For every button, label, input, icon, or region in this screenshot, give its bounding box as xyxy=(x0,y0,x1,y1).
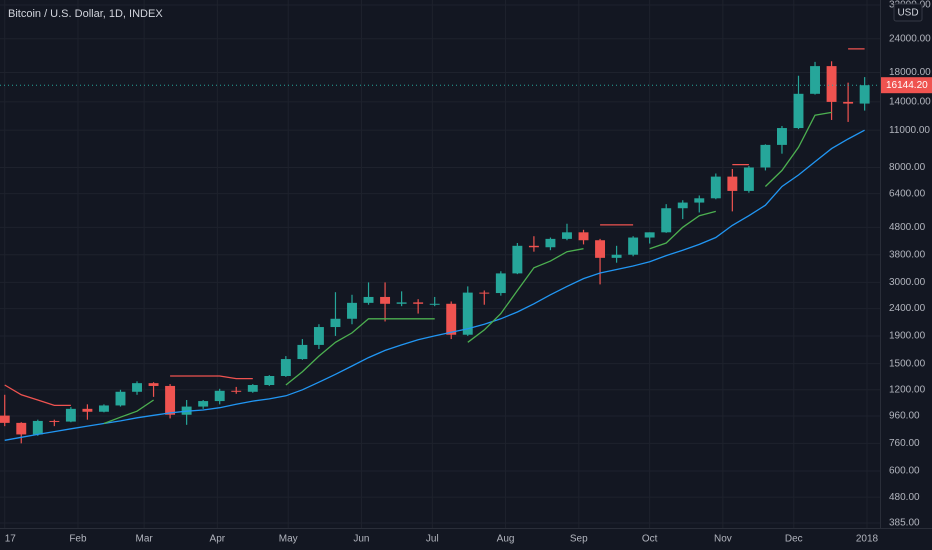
candle-body xyxy=(165,385,176,415)
candle-body xyxy=(611,254,622,258)
y-tick-label: 8000.00 xyxy=(889,162,926,173)
candle-body xyxy=(495,273,506,294)
indicator-line xyxy=(103,111,832,425)
candle-body xyxy=(810,66,820,94)
x-tick-label: Aug xyxy=(497,534,515,545)
y-tick-label: 18000.00 xyxy=(889,67,931,78)
x-tick-label: Sep xyxy=(570,534,588,545)
x-tick-label: 2018 xyxy=(856,534,879,545)
candle-body xyxy=(545,238,556,248)
candle-body xyxy=(446,303,457,335)
candle-body xyxy=(479,292,490,294)
candle-body xyxy=(694,198,705,203)
candle-body xyxy=(280,359,291,376)
candle-body xyxy=(363,296,374,303)
y-tick-label: 600.00 xyxy=(889,466,920,477)
candle-body xyxy=(628,237,639,255)
candle-body xyxy=(115,391,126,406)
grid xyxy=(0,0,880,528)
candle-body xyxy=(198,401,209,407)
candle-body xyxy=(859,85,870,104)
candle-body xyxy=(148,383,159,386)
x-tick-label: Jul xyxy=(426,534,439,545)
candle-body xyxy=(743,167,754,191)
candle-body xyxy=(793,93,804,129)
x-tick-label: Dec xyxy=(785,534,803,545)
candle-body xyxy=(98,405,109,412)
x-tick-label: May xyxy=(279,534,298,545)
y-tick-label: 24000.00 xyxy=(889,33,931,44)
candle-body xyxy=(49,420,60,422)
candle-body xyxy=(843,101,854,104)
candle-body xyxy=(528,245,539,248)
candle-body xyxy=(826,66,837,102)
y-tick-label: 1200.00 xyxy=(889,384,926,395)
y-tick-label: 480.00 xyxy=(889,492,920,503)
candle-body xyxy=(247,385,258,392)
candle-body xyxy=(264,375,275,386)
candle-body xyxy=(32,420,43,435)
y-tick-label: 11000.00 xyxy=(889,125,930,136)
y-tick-label: 6400.00 xyxy=(889,188,926,199)
y-tick-label: 4800.00 xyxy=(889,222,926,233)
indicator-line xyxy=(4,129,865,441)
x-tick-label: Mar xyxy=(135,534,153,545)
candle-body xyxy=(347,302,357,319)
candle-body xyxy=(462,292,473,335)
candle-body xyxy=(0,415,10,423)
currency: USD xyxy=(897,8,918,19)
candle-body xyxy=(595,240,606,258)
candle-body xyxy=(313,327,324,345)
candle-body xyxy=(413,302,424,304)
y-tick-label: 760.00 xyxy=(889,438,920,449)
y-tick-label: 1900.00 xyxy=(889,331,926,342)
candle-body xyxy=(214,390,225,402)
candle-body xyxy=(661,208,672,233)
plot xyxy=(0,48,870,444)
y-tick-label: 2400.00 xyxy=(889,303,926,314)
candle-body xyxy=(330,318,341,328)
candle-body xyxy=(760,144,771,168)
candle-body xyxy=(65,408,76,422)
y-tick-label: 3000.00 xyxy=(889,277,926,288)
candle-body xyxy=(644,232,655,238)
y-tick-label: 385.00 xyxy=(889,518,920,529)
x-tick-label: Nov xyxy=(714,534,732,545)
last-price-label: 16144.20 xyxy=(886,80,928,91)
candle-body xyxy=(578,232,589,241)
last-price-box xyxy=(881,77,932,94)
x-tick-label: Jun xyxy=(353,534,369,545)
candle-body xyxy=(727,176,738,191)
y-tick-label: 3800.00 xyxy=(889,249,926,260)
candle-body xyxy=(710,176,721,199)
candle-body xyxy=(776,128,787,145)
x-tick-label: Apr xyxy=(210,534,226,545)
candle-body xyxy=(231,390,242,392)
candle-body xyxy=(677,202,688,209)
candle-body xyxy=(429,303,440,305)
y-tick-label: 960.00 xyxy=(889,411,920,422)
y-tick-label: 1500.00 xyxy=(889,358,926,369)
chart-title: Bitcoin / U.S. Dollar, 1D, INDEX xyxy=(8,8,163,20)
candle-body xyxy=(380,296,391,304)
x-tick-label: Oct xyxy=(642,534,658,545)
y-tick-label: 14000.00 xyxy=(889,97,931,108)
x-tick-label: Feb xyxy=(69,534,87,545)
currency-box xyxy=(893,3,923,22)
candle-body xyxy=(512,245,523,274)
x-tick-label: 17 xyxy=(5,534,17,545)
candle-body xyxy=(396,302,407,304)
candle-body xyxy=(297,344,308,360)
candle-body xyxy=(82,408,93,412)
indicator-line xyxy=(4,48,865,407)
candle-body xyxy=(16,422,27,435)
candle-body xyxy=(132,383,142,392)
candle-body xyxy=(562,232,572,239)
